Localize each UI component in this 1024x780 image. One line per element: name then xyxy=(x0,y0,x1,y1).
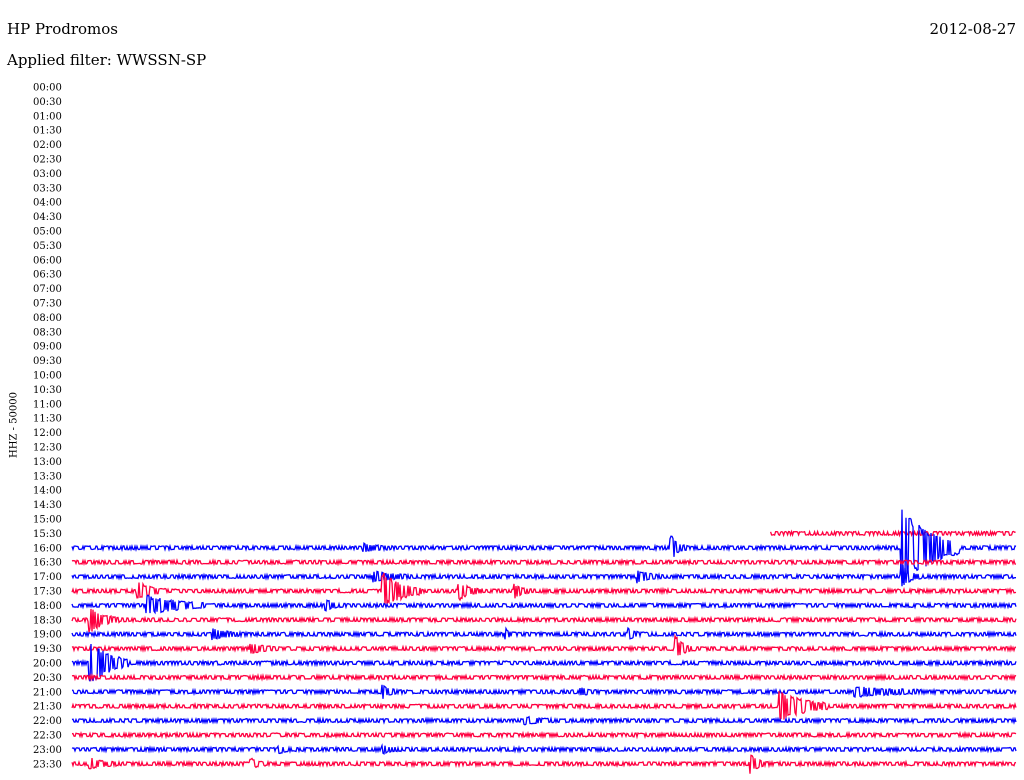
row-label: 07:30 xyxy=(33,299,62,310)
trace-line xyxy=(71,572,1017,605)
row-label: 17:30 xyxy=(33,587,62,598)
row-label: 12:00 xyxy=(33,428,62,439)
row-label: 00:00 xyxy=(33,83,62,94)
row-label: 04:30 xyxy=(33,212,62,223)
row-label: 09:30 xyxy=(33,356,62,367)
row-label: 19:30 xyxy=(33,644,62,655)
row-label: 17:00 xyxy=(33,572,62,583)
row-label: 21:00 xyxy=(33,687,62,698)
row-label: 14:00 xyxy=(33,486,62,497)
row-label: 11:00 xyxy=(33,399,62,410)
row-label: 08:00 xyxy=(33,313,62,324)
trace-line xyxy=(71,626,1017,641)
row-label: 12:30 xyxy=(33,443,62,454)
row-label: 14:30 xyxy=(33,500,62,511)
row-label: 22:30 xyxy=(33,731,62,742)
trace-line xyxy=(71,691,1017,721)
row-label: 13:30 xyxy=(33,471,62,482)
row-label: 13:00 xyxy=(33,457,62,468)
row-label: 15:00 xyxy=(33,515,62,526)
trace-line xyxy=(71,684,1017,699)
trace-line xyxy=(71,730,1017,740)
trace-line xyxy=(71,715,1017,726)
trace-line xyxy=(71,564,1016,587)
trace-line xyxy=(71,557,1017,567)
date-label: 2012-08-27 xyxy=(929,20,1016,38)
row-label: 11:30 xyxy=(33,414,62,425)
trace-line xyxy=(71,509,1017,584)
row-label: 09:00 xyxy=(33,342,62,353)
trace-line xyxy=(71,594,1017,615)
trace-line xyxy=(769,529,1016,538)
station-title: HP Prodromos xyxy=(7,20,118,38)
row-label: 16:00 xyxy=(33,543,62,554)
row-label: 02:00 xyxy=(33,140,62,151)
row-label: 05:30 xyxy=(33,241,62,252)
row-label: 08:30 xyxy=(33,327,62,338)
trace-line xyxy=(71,643,1017,682)
row-label: 21:30 xyxy=(33,702,62,713)
row-label: 22:00 xyxy=(33,716,62,727)
row-label: 01:00 xyxy=(33,111,62,122)
row-label: 16:30 xyxy=(33,558,62,569)
trace-line xyxy=(71,673,1017,682)
row-label: 20:30 xyxy=(33,673,62,684)
row-label: 06:00 xyxy=(33,255,62,266)
row-label: 19:00 xyxy=(33,630,62,641)
row-label: 07:00 xyxy=(33,284,62,295)
trace-line xyxy=(71,633,1017,656)
row-label: 15:30 xyxy=(33,529,62,540)
row-label: 06:30 xyxy=(33,270,62,281)
row-label: 05:00 xyxy=(33,227,62,238)
row-label: 03:30 xyxy=(33,183,62,194)
row-label: 20:00 xyxy=(33,659,62,670)
row-label: 23:00 xyxy=(33,745,62,756)
row-label: 04:00 xyxy=(33,198,62,209)
row-label: 02:30 xyxy=(33,155,62,166)
row-label: 18:00 xyxy=(33,601,62,612)
trace-line xyxy=(71,743,1017,755)
row-label: 03:00 xyxy=(33,169,62,180)
filter-label: Applied filter: WWSSN-SP xyxy=(7,51,207,69)
row-label: 10:30 xyxy=(33,385,62,396)
trace-line xyxy=(71,608,1017,633)
row-label: 23:30 xyxy=(33,759,62,770)
row-label: 18:30 xyxy=(33,615,62,626)
row-label: 00:30 xyxy=(33,97,62,108)
row-label: 10:00 xyxy=(33,371,62,382)
row-label: 01:30 xyxy=(33,126,62,137)
trace-line xyxy=(71,754,1017,774)
